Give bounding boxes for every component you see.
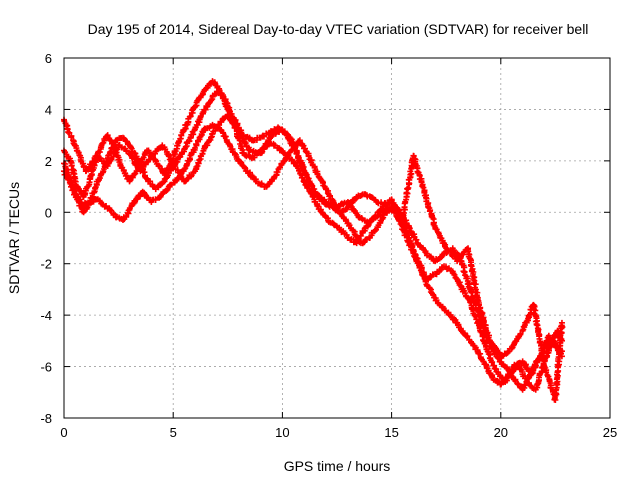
y-axis-label: SDTVAR / TECUs: [6, 182, 22, 294]
series-track-c: [61, 121, 565, 393]
x-axis-label: GPS time / hours: [284, 458, 391, 474]
axis-ticks: [63, 57, 611, 419]
y-tick-label: 0: [45, 205, 52, 220]
data-series: [61, 78, 566, 403]
x-tick-label: 25: [603, 425, 617, 440]
x-tick-label: 20: [494, 425, 508, 440]
series-track-a: [61, 78, 565, 393]
y-tick-label: 2: [45, 154, 52, 169]
marker-trail: [61, 79, 564, 392]
chart-title: Day 195 of 2014, Sidereal Day-to-day VTE…: [88, 21, 589, 37]
series-track-d: [61, 111, 566, 403]
y-tick-label: -4: [40, 308, 52, 323]
x-tick-label: 5: [170, 425, 177, 440]
y-tick-label: 4: [45, 102, 52, 117]
x-tick-label: 15: [384, 425, 398, 440]
y-tick-label: 6: [45, 51, 52, 66]
plot-frame: [63, 57, 611, 419]
y-tick-label: -6: [40, 360, 52, 375]
marker-trail: [62, 123, 564, 392]
x-tick-label: 0: [60, 425, 67, 440]
axis-tick-labels: 0 5 10 15 20 25 -8 -6 -4 -2 0 2 4 6: [40, 51, 617, 440]
y-tick-label: -2: [40, 257, 52, 272]
y-tick-label: -8: [40, 411, 52, 426]
x-tick-label: 10: [275, 425, 289, 440]
